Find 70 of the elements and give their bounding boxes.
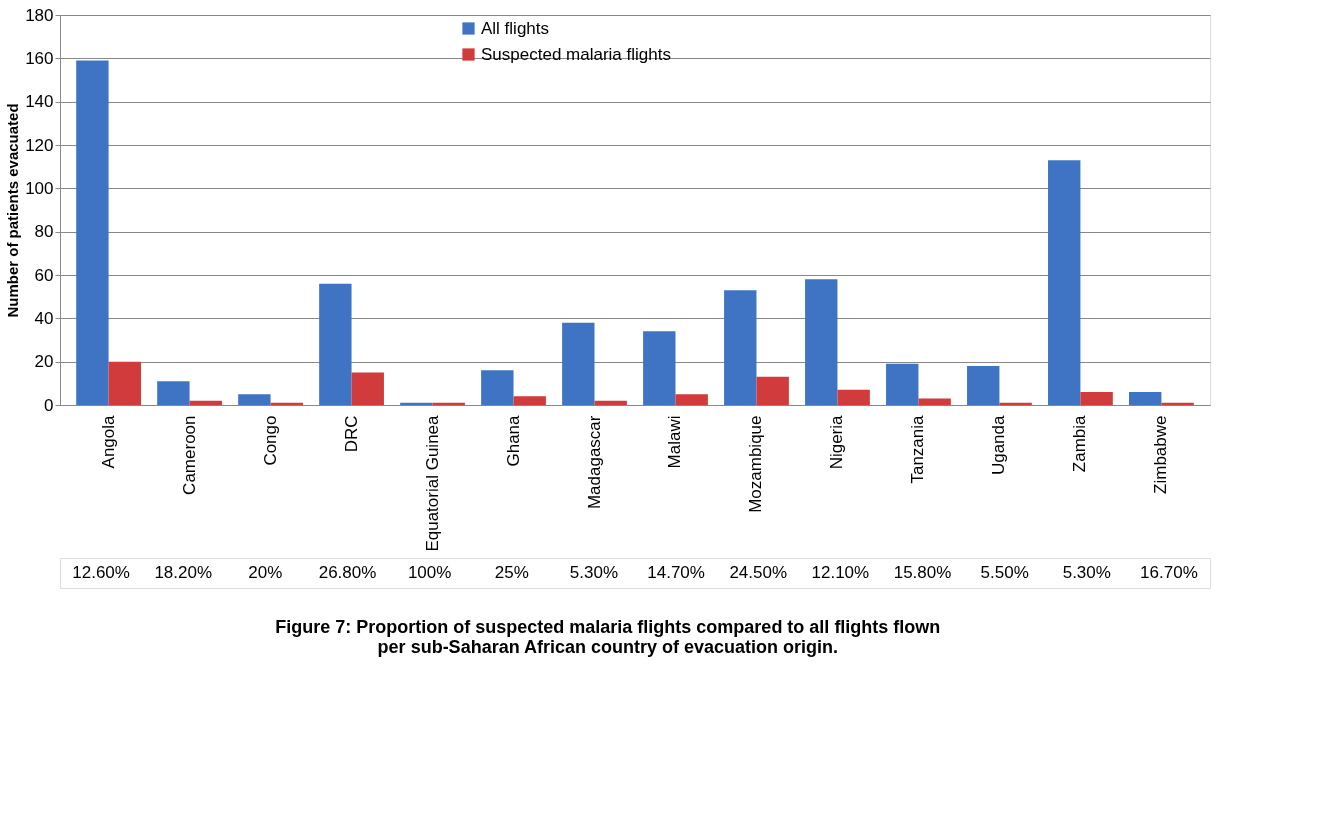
bar — [724, 290, 757, 405]
text: 24.50% — [729, 563, 788, 582]
x-tick-label: Nigeria — [827, 414, 847, 470]
bar — [594, 400, 627, 405]
bar — [756, 376, 789, 405]
bar — [886, 363, 919, 405]
text: 16.70% — [1140, 563, 1198, 582]
bar — [1080, 392, 1113, 405]
y-tick-label: 180 — [25, 5, 54, 25]
text: 12.60% — [72, 563, 130, 582]
y-tick-label: 80 — [34, 222, 54, 242]
x-tick-label: Equatorial Guinea — [422, 414, 442, 552]
text: 12.10% — [811, 563, 870, 582]
x-tick-label: Mozambique — [746, 415, 766, 513]
x-tick-label: Zambia — [1070, 414, 1090, 473]
x-tick-label: Angola — [98, 414, 118, 469]
bar — [837, 389, 870, 405]
y-tick-label: 40 — [34, 308, 54, 328]
bar — [270, 402, 303, 405]
x-tick-label: Congo — [260, 415, 280, 466]
text: 26.80% — [318, 563, 377, 582]
x-tick-label: Uganda — [989, 414, 1009, 476]
y-tick-label: 100 — [25, 178, 54, 198]
y-tick-label: 160 — [25, 48, 54, 68]
y-tick-label: 60 — [34, 265, 54, 285]
y-axis-title: Number of patients evacuated — [4, 103, 22, 318]
bar — [481, 370, 514, 405]
x-tick-label: Ghana — [503, 414, 523, 467]
bar — [675, 394, 708, 405]
bar — [76, 60, 109, 405]
text: 14.70% — [647, 563, 705, 582]
text: 100% — [407, 563, 452, 582]
y-tick-label: 120 — [25, 135, 54, 155]
bar — [1048, 160, 1081, 405]
text: 18.20% — [154, 563, 213, 582]
bar — [805, 279, 838, 405]
y-tick-label: 20 — [34, 352, 54, 372]
bar — [999, 402, 1032, 405]
y-tick-label: 0 — [44, 395, 54, 415]
bar — [351, 372, 384, 405]
bar — [432, 402, 465, 405]
bar — [918, 398, 951, 405]
text: 15.80% — [893, 563, 952, 582]
x-tick-label: DRC — [341, 415, 361, 453]
x-tick-label: Tanzania — [908, 414, 928, 484]
text: 20% — [248, 563, 283, 582]
bar — [189, 400, 222, 405]
x-tick-label: Zimbabwe — [1151, 415, 1171, 494]
legend-label: Suspected malaria flights — [481, 44, 671, 64]
bar — [643, 331, 676, 405]
bar — [513, 396, 546, 405]
bar — [400, 402, 433, 405]
x-tick-label: Cameroon — [179, 415, 199, 495]
bar — [238, 394, 271, 405]
y-tick-label: 140 — [25, 92, 54, 112]
x-tick-label: Madagascar — [584, 415, 604, 510]
text: 25% — [494, 563, 529, 582]
text: 5.30% — [569, 563, 619, 582]
bar — [562, 322, 595, 405]
bar — [157, 381, 190, 405]
bar — [108, 361, 141, 405]
text: 5.50% — [980, 563, 1029, 582]
bar — [967, 366, 1000, 405]
x-tick-label: Malawi — [665, 415, 685, 469]
text: 5.30% — [1062, 563, 1111, 582]
bar — [1161, 402, 1194, 405]
text: Figure 7: Proportion of suspected malaria flights compared to all flights flown per sub-Saharan African country of evacuation origin. — [275, 616, 941, 657]
bar — [1129, 392, 1162, 405]
legend-label: All flights — [481, 18, 550, 38]
bar — [319, 283, 352, 405]
